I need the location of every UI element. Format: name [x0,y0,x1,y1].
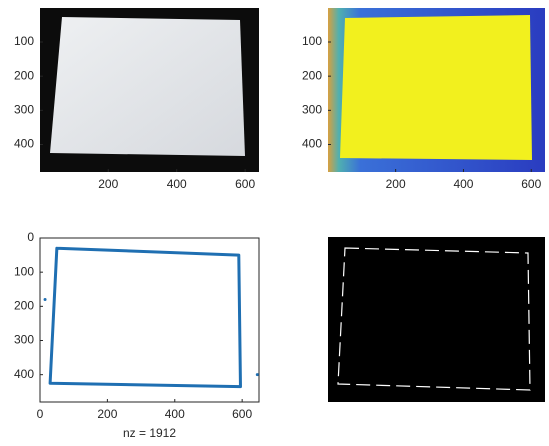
x-tick-label: 400 [167,177,187,191]
y-tick-label: 400 [14,367,34,381]
x-tick-label: 0 [37,407,44,421]
y-tick-label: 300 [14,103,34,117]
edge-image [328,237,545,402]
y-tick-label: 200 [302,68,322,82]
y-tick-label: 100 [302,34,322,48]
y-tick-label: 300 [302,103,322,117]
x-tick-label: 600 [521,177,541,191]
y-tick-label: 100 [14,264,34,278]
figure: 200 400 600 100 200 300 400 200 400 600 100 200 300 4… [0,0,549,446]
x-tick-label: 400 [165,407,185,421]
x-tick-label: 200 [97,407,117,421]
y-tick-label: 200 [14,68,34,82]
x-tick-label: 200 [98,177,118,191]
y-tick-label: 0 [27,230,34,244]
x-tick-label: 600 [232,407,252,421]
y-tick-label: 400 [302,137,322,151]
x-tick-label: 600 [235,177,255,191]
x-tick-label: 200 [386,177,406,191]
y-tick-label: 300 [14,333,34,347]
x-tick-label: 400 [453,177,473,191]
y-tick-label: 100 [14,34,34,48]
photo-image [40,8,259,172]
y-tick-label: 400 [14,137,34,151]
x-axis-label: nz = 1912 [123,426,176,440]
intensity-image [328,8,545,172]
spy-axes [40,238,259,402]
y-tick-label: 200 [14,299,34,313]
